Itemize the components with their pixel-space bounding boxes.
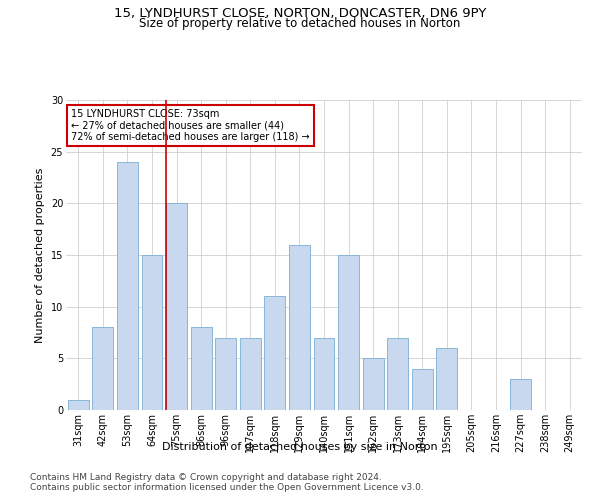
Text: Size of property relative to detached houses in Norton: Size of property relative to detached ho…: [139, 18, 461, 30]
Text: 15, LYNDHURST CLOSE, NORTON, DONCASTER, DN6 9PY: 15, LYNDHURST CLOSE, NORTON, DONCASTER, …: [114, 8, 486, 20]
Bar: [510, 379, 531, 410]
Bar: [92, 328, 113, 410]
Text: Contains public sector information licensed under the Open Government Licence v3: Contains public sector information licen…: [30, 484, 424, 492]
Bar: [289, 244, 310, 410]
Bar: [117, 162, 138, 410]
Bar: [314, 338, 334, 410]
Bar: [362, 358, 383, 410]
Bar: [68, 400, 89, 410]
Y-axis label: Number of detached properties: Number of detached properties: [35, 168, 45, 342]
Text: Distribution of detached houses by size in Norton: Distribution of detached houses by size …: [162, 442, 438, 452]
Bar: [240, 338, 261, 410]
Bar: [265, 296, 286, 410]
Bar: [191, 328, 212, 410]
Bar: [387, 338, 408, 410]
Bar: [412, 368, 433, 410]
Bar: [436, 348, 457, 410]
Text: 15 LYNDHURST CLOSE: 73sqm
← 27% of detached houses are smaller (44)
72% of semi-: 15 LYNDHURST CLOSE: 73sqm ← 27% of detac…: [71, 110, 310, 142]
Text: Contains HM Land Registry data © Crown copyright and database right 2024.: Contains HM Land Registry data © Crown c…: [30, 474, 382, 482]
Bar: [215, 338, 236, 410]
Bar: [338, 255, 359, 410]
Bar: [142, 255, 163, 410]
Bar: [166, 204, 187, 410]
